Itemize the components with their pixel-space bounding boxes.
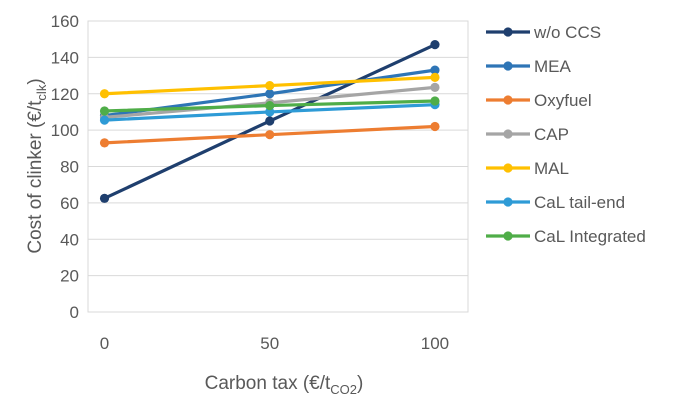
y-axis-title-suffix: )	[25, 78, 46, 84]
legend-swatch-marker	[503, 197, 513, 207]
legend-item: CaL Integrated	[486, 227, 646, 246]
legend-label: Oxyfuel	[534, 91, 592, 110]
legend-item: MAL	[486, 159, 569, 178]
data-point	[430, 65, 440, 75]
legend-label: CaL Integrated	[534, 227, 646, 246]
data-point	[430, 82, 440, 92]
y-tick-label: 120	[51, 85, 79, 104]
legend-item: Oxyfuel	[486, 91, 592, 110]
x-tick-label: 100	[421, 334, 449, 353]
data-point	[265, 116, 275, 126]
data-point	[99, 138, 110, 148]
y-tick-label: 0	[70, 303, 79, 322]
data-point	[430, 72, 440, 82]
data-point	[430, 40, 440, 50]
legend-swatch-marker	[503, 61, 513, 71]
y-axis-ticks: 0 20 40 60 80 100 120 140 160	[51, 12, 79, 322]
y-tick-label: 80	[60, 158, 79, 177]
data-point	[99, 89, 110, 99]
data-point	[99, 115, 110, 125]
legend-item: MEA	[486, 57, 572, 76]
legend: w/o CCS MEA Oxyfuel CAP MAL CaL tail-end CaL I…	[486, 23, 646, 246]
legend-label: CaL tail-end	[534, 193, 625, 212]
y-axis-title-main: Cost of clinker (€/t	[25, 100, 46, 254]
data-point	[265, 89, 275, 99]
series-cal-integrated	[99, 96, 440, 116]
legend-swatch-marker	[503, 231, 513, 241]
x-axis-title-suffix: )	[357, 373, 363, 394]
legend-label: CAP	[534, 125, 569, 144]
gridlines	[88, 20, 468, 313]
y-tick-label: 40	[60, 230, 79, 249]
series-cal-tail-end	[99, 100, 440, 125]
x-tick-label: 0	[100, 334, 109, 353]
series-mal	[99, 72, 440, 99]
data-point	[265, 107, 275, 117]
data-point	[99, 193, 110, 203]
series-w-o-ccs	[99, 40, 440, 203]
x-axis-title-sub: CO2	[330, 382, 357, 397]
y-tick-label: 20	[60, 267, 79, 286]
legend-swatch-marker	[503, 163, 513, 173]
legend-swatch-marker	[503, 95, 513, 105]
x-axis-title-main: Carbon tax (€/t	[205, 373, 331, 394]
y-tick-label: 160	[51, 12, 79, 31]
data-point	[265, 100, 275, 111]
legend-label: MEA	[534, 57, 572, 76]
data-point	[430, 96, 440, 106]
series-oxyfuel	[99, 121, 440, 148]
legend-swatch-marker	[503, 129, 513, 139]
legend-item: CAP	[486, 125, 569, 144]
y-axis-title-sub: clk	[34, 84, 49, 100]
y-tick-label: 100	[51, 121, 79, 140]
x-tick-label: 50	[260, 334, 279, 353]
data-point	[430, 121, 440, 132]
legend-swatch-marker	[503, 27, 513, 37]
data-point	[99, 106, 110, 116]
data-point	[265, 130, 275, 140]
legend-label: MAL	[534, 159, 569, 178]
y-tick-label: 60	[60, 194, 79, 213]
series-lines	[99, 40, 440, 203]
x-axis-ticks: 0 50 100	[100, 334, 449, 353]
legend-item: CaL tail-end	[486, 193, 625, 212]
data-point	[265, 80, 275, 91]
legend-item: w/o CCS	[486, 23, 601, 42]
x-axis-title: Carbon tax (€/tCO2)	[205, 373, 364, 397]
y-axis-title: Cost of clinker (€/tclk)	[25, 78, 49, 253]
y-tick-label: 140	[51, 48, 79, 67]
legend-label: w/o CCS	[533, 23, 601, 42]
